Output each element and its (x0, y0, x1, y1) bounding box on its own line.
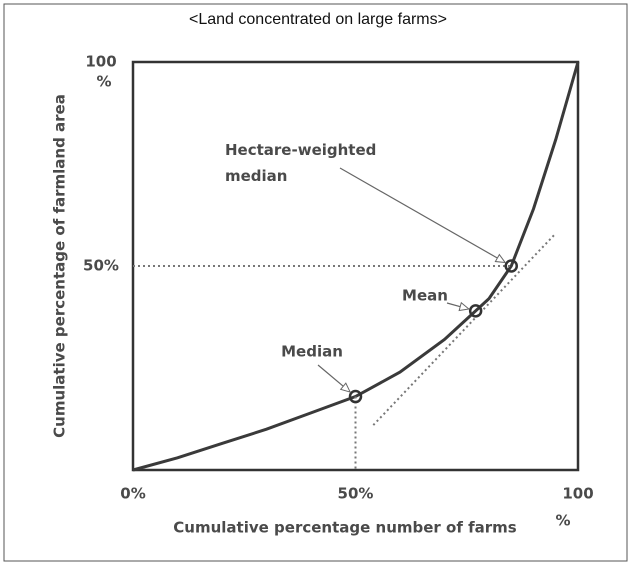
marker (468, 304, 483, 318)
x-tick-label: 100 (562, 485, 593, 503)
frame (3, 3, 628, 562)
annotation: Mean (402, 287, 448, 305)
annotation: Median (281, 343, 343, 361)
marker (348, 389, 363, 404)
guide-line (372, 232, 557, 426)
chart-title: <Land concentrated on large farms> (189, 11, 447, 28)
y-tick-label: 50% (83, 257, 119, 275)
y-tick-label: 100 (85, 53, 116, 71)
y-axis-label: Cumulative percentage of farmland area (51, 94, 69, 438)
x-axis-label: Cumulative percentage number of farms (173, 519, 516, 537)
arrow-head (458, 301, 471, 312)
x-tick-label: 0% (120, 485, 145, 503)
marker (504, 259, 518, 273)
x-tick-label: 50% (338, 485, 374, 503)
arrow-head (339, 382, 352, 393)
y-unit: % (96, 73, 111, 91)
x-unit: % (555, 512, 570, 530)
arrow-head (494, 253, 507, 264)
curve (132, 61, 580, 472)
annotation: Hectare-weighted median (225, 141, 376, 185)
arrow (339, 167, 506, 264)
